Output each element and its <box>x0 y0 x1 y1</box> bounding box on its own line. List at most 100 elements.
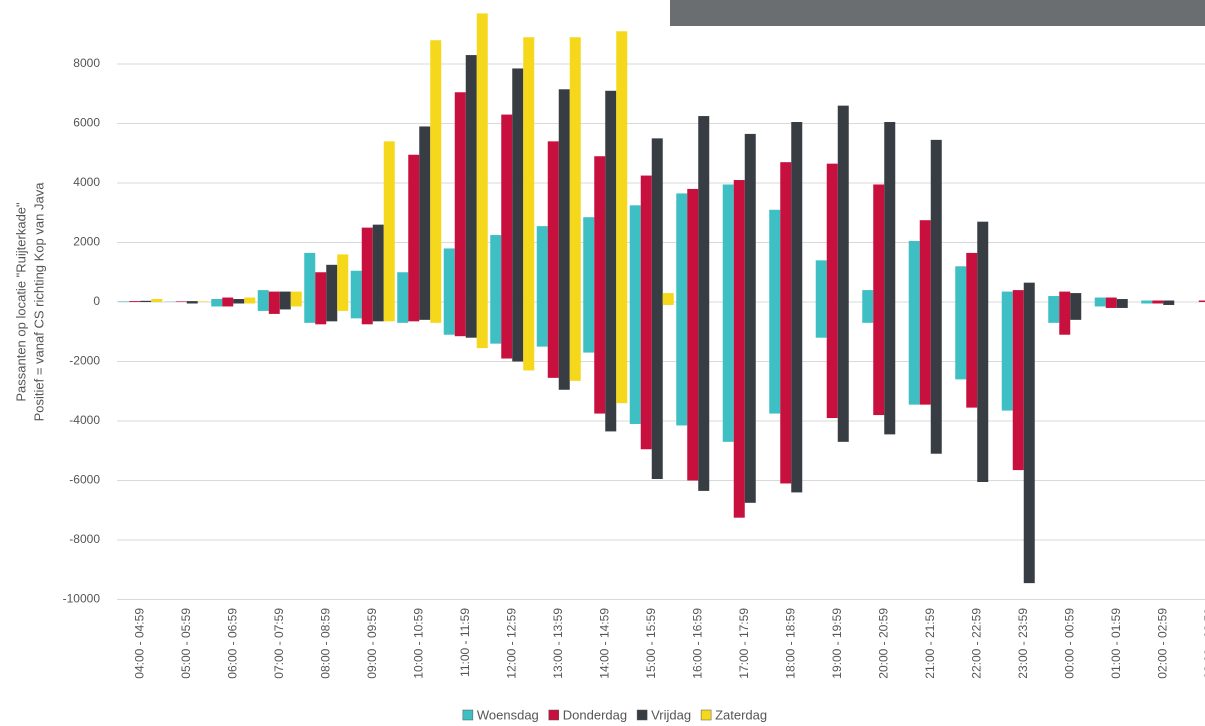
bar <box>419 126 431 302</box>
bar <box>1070 302 1082 320</box>
bar <box>244 297 256 302</box>
bar <box>1163 300 1175 302</box>
bar <box>558 89 570 302</box>
bar <box>175 301 187 302</box>
bar <box>397 302 409 323</box>
bar <box>884 122 896 302</box>
bar <box>372 302 384 322</box>
bar <box>594 156 606 302</box>
x-tick-label: 06:00 - 06:59 <box>225 608 239 679</box>
bar <box>640 302 652 450</box>
bar <box>733 180 745 302</box>
bar <box>118 301 130 302</box>
x-tick-label: 08:00 - 08:59 <box>318 608 332 679</box>
bar <box>244 302 256 304</box>
bar <box>536 302 548 347</box>
legend-swatch <box>700 709 712 721</box>
bar <box>547 302 559 378</box>
bar <box>873 302 885 416</box>
bar <box>268 291 280 302</box>
bar <box>955 302 967 380</box>
bar <box>837 302 849 442</box>
bar <box>523 37 535 302</box>
bar <box>791 302 803 493</box>
bar <box>197 301 209 302</box>
bar <box>1059 291 1071 302</box>
bar <box>769 302 781 414</box>
bar <box>211 299 223 302</box>
bar <box>186 302 198 304</box>
bar <box>337 302 349 311</box>
bar <box>279 291 291 302</box>
bar <box>687 302 699 481</box>
x-tick-label: 03:00 - 03:59 <box>1202 608 1205 679</box>
bar <box>419 302 431 320</box>
bar <box>279 302 291 310</box>
bar <box>722 184 734 302</box>
bar <box>129 301 141 302</box>
bar <box>569 37 581 302</box>
bar <box>966 302 978 408</box>
bar <box>558 302 570 390</box>
bar <box>430 302 442 323</box>
bar <box>290 302 302 307</box>
legend-label: Zaterdag <box>715 707 767 722</box>
bar <box>780 162 792 302</box>
y-tick-label: -10000 <box>63 592 101 606</box>
bar <box>257 302 269 311</box>
bar <box>430 40 442 302</box>
bar <box>476 302 488 349</box>
y-tick-label: -2000 <box>69 354 100 368</box>
bar <box>304 252 316 302</box>
bar <box>233 299 245 302</box>
bar <box>698 116 710 302</box>
bar <box>908 302 920 405</box>
bar <box>512 302 524 362</box>
x-tick-label: 01:00 - 01:59 <box>1109 608 1123 679</box>
legend-swatch <box>636 709 648 721</box>
bar <box>744 133 756 302</box>
bar <box>222 302 234 307</box>
bar <box>350 302 362 319</box>
bar <box>372 224 384 302</box>
y-tick-label: 0 <box>93 294 100 308</box>
bar <box>1001 302 1013 411</box>
bar <box>1116 299 1128 302</box>
bar <box>955 266 967 302</box>
bar <box>1023 302 1035 584</box>
legend-swatch <box>462 709 474 721</box>
bar <box>662 293 674 302</box>
y-tick-label: 2000 <box>73 235 100 249</box>
x-tick-label: 23:00 - 23:59 <box>1016 608 1030 679</box>
bar <box>687 188 699 302</box>
bar <box>1198 300 1205 302</box>
x-tick-label: 14:00 - 14:59 <box>597 608 611 679</box>
bar <box>290 291 302 302</box>
bar <box>769 209 781 302</box>
bar <box>616 302 628 404</box>
bar <box>1116 302 1128 308</box>
bar <box>397 272 409 302</box>
bar <box>476 13 488 303</box>
photo-fragment <box>670 0 1205 26</box>
bar <box>512 68 524 303</box>
bar <box>744 302 756 503</box>
bar <box>523 302 535 371</box>
y-tick-label: 6000 <box>73 116 100 130</box>
legend-label: Donderdag <box>563 707 627 722</box>
bar <box>1152 302 1164 304</box>
bar <box>326 264 338 302</box>
bar <box>873 184 885 302</box>
bar <box>547 141 559 302</box>
bar <box>722 302 734 442</box>
legend-label: Woensdag <box>477 707 539 722</box>
bar <box>490 235 502 302</box>
bar <box>490 302 502 344</box>
bar <box>350 270 362 302</box>
x-tick-label: 10:00 - 10:59 <box>411 608 425 679</box>
bar <box>1141 300 1153 302</box>
bar <box>211 302 223 307</box>
bar <box>536 226 548 302</box>
bar <box>977 302 989 482</box>
